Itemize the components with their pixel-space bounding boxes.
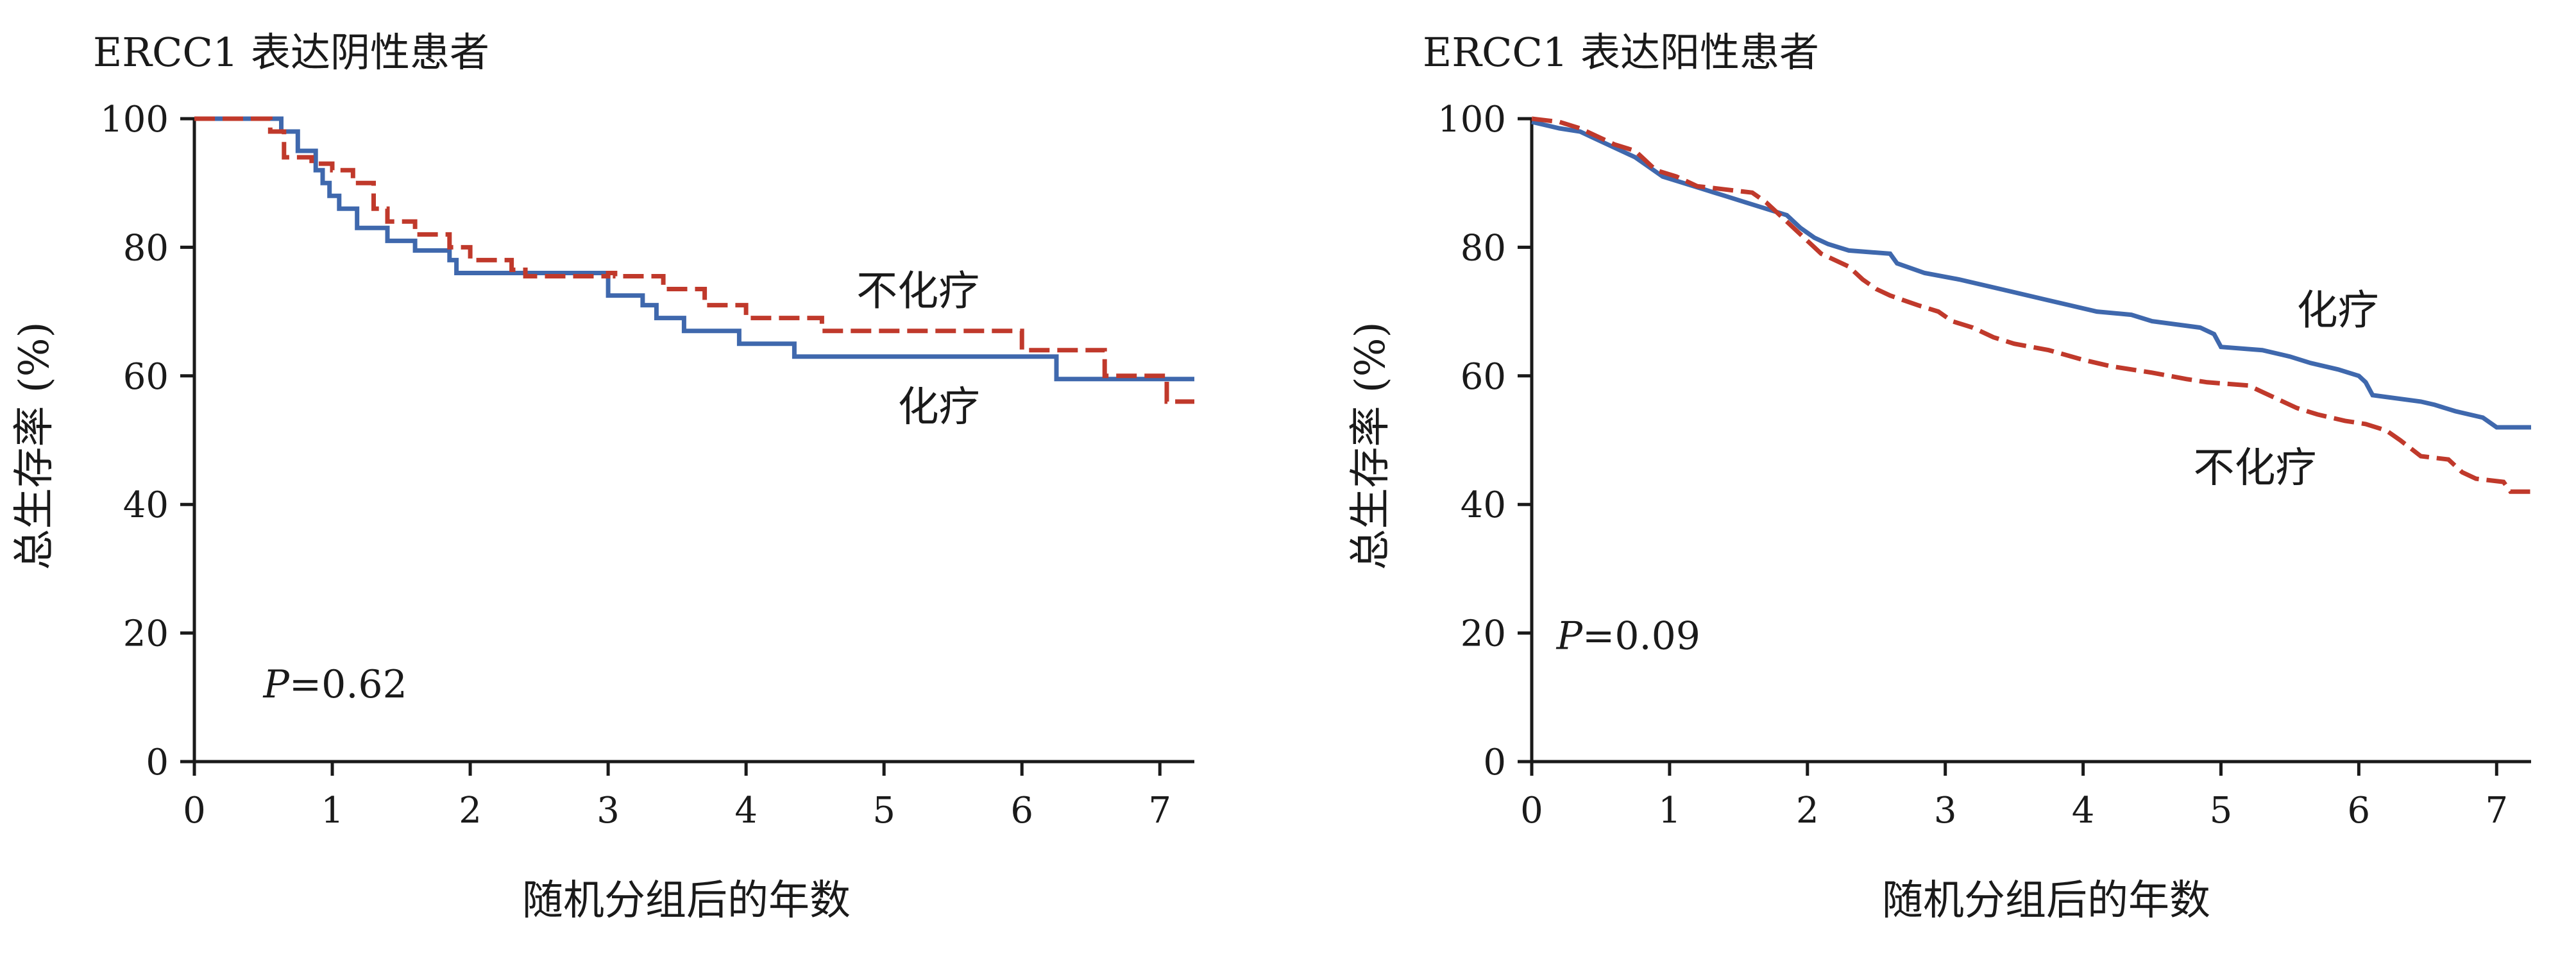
panel-ercc1-positive: ERCC1 表达阳性患者 总生存率 (%) 随机分组后的年数 020406080… (1347, 29, 2531, 925)
x-axis-label: 随机分组后的年数 (1882, 877, 2210, 925)
x-tick-label: 5 (2210, 790, 2233, 832)
y-tick-label: 40 (1461, 484, 1506, 526)
x-tick-label: 1 (321, 790, 344, 832)
series-label: 不化疗 (2194, 445, 2317, 492)
axes: 0 20 40 60 80 100 0 1 2 3 4 5 6 7 (1437, 99, 2531, 832)
x-axis-label: 随机分组后的年数 (522, 877, 851, 925)
axes: 0 20 40 60 80 100 0 1 2 3 4 5 6 7 (100, 99, 1194, 832)
p-value-number: =0.62 (289, 662, 407, 707)
x-tick-label: 1 (1658, 790, 1681, 832)
series-layer (194, 116, 1194, 404)
x-tick-label: 7 (1148, 790, 1171, 832)
y-tick-label: 80 (123, 227, 169, 269)
series-layer (1531, 116, 2531, 494)
y-axis-label: 总生存率 (%) (11, 321, 58, 570)
x-tick-label: 0 (1520, 790, 1543, 832)
x-tick-label: 7 (2485, 790, 2508, 832)
series-chemo-line (1531, 119, 2531, 430)
x-tick-label: 2 (1796, 790, 1819, 832)
series-label: 化疗 (898, 384, 980, 431)
y-tick-label: 60 (1461, 356, 1506, 398)
x-tick-label: 5 (872, 790, 895, 832)
p-value: P=0.62 (263, 662, 407, 707)
chart-title: ERCC1 表达阴性患者 (93, 29, 489, 76)
series-label: 化疗 (2297, 287, 2379, 335)
y-tick-label: 100 (100, 99, 169, 141)
x-tick-label: 6 (2348, 790, 2371, 832)
series-no-chemo-line (1531, 116, 2531, 494)
x-tick-label: 0 (183, 790, 206, 832)
p-value-symbol: P (1556, 614, 1584, 659)
series-chemo-line (194, 116, 1194, 382)
chart-title: ERCC1 表达阳性患者 (1423, 29, 1819, 76)
y-tick-label: 100 (1437, 99, 1506, 141)
y-tick-label: 0 (146, 742, 169, 783)
x-tick-label: 6 (1010, 790, 1033, 832)
y-tick-label: 80 (1461, 227, 1506, 269)
p-value: P=0.09 (1556, 614, 1700, 659)
y-tick-label: 20 (1461, 613, 1506, 655)
x-tick-label: 4 (734, 790, 758, 832)
series-label: 不化疗 (856, 268, 979, 316)
x-tick-label: 3 (1934, 790, 1957, 832)
panel-ercc1-negative: ERCC1 表达阴性患者 总生存率 (%) 随机分组后的年数 020406080… (11, 29, 1194, 925)
p-value-symbol: P (263, 662, 291, 707)
y-tick-label: 0 (1483, 742, 1506, 783)
p-value-number: =0.09 (1582, 614, 1700, 659)
y-tick-label: 40 (123, 484, 169, 526)
x-tick-label: 2 (459, 790, 482, 832)
y-tick-label: 20 (123, 613, 169, 655)
x-tick-label: 4 (2072, 790, 2095, 832)
y-axis-label: 总生存率 (%) (1347, 321, 1394, 570)
y-tick-label: 60 (123, 356, 169, 398)
x-tick-label: 3 (597, 790, 620, 832)
series-no-chemo-line (194, 116, 1194, 404)
